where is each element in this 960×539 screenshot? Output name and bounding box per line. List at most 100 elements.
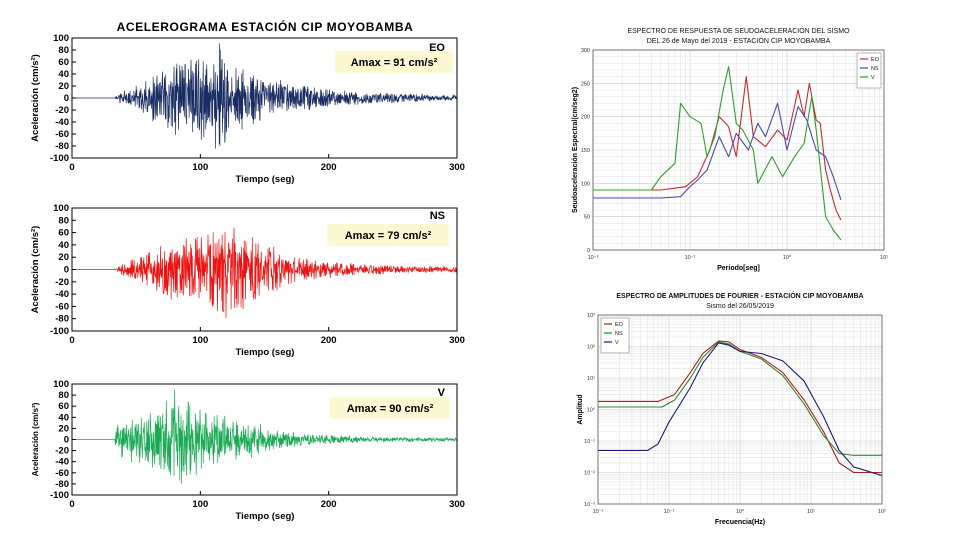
x-tick-label: 10⁰ — [736, 508, 745, 515]
amax-label: Amax = 79 cm/s² — [345, 230, 432, 242]
accel-trace-ns — [72, 227, 458, 319]
y-tick-label: -40 — [55, 117, 69, 128]
x-tick-label: 10⁻¹ — [685, 255, 696, 261]
y-tick-label: 10⁻² — [584, 471, 595, 477]
y-tick-label: -80 — [55, 141, 69, 152]
amax-box — [330, 397, 450, 419]
legend-label: EO — [871, 57, 880, 63]
x-tick-label: 10⁻² — [593, 509, 604, 515]
series-line-v — [593, 66, 842, 241]
component-label: EO — [429, 42, 445, 54]
chart-title: ESPECTRO DE AMPLITUDES DE FOURIER - ESTA… — [616, 291, 863, 300]
y-tick-label: -60 — [55, 301, 69, 312]
legend-label: EO — [615, 322, 624, 328]
x-tick-label: 0 — [69, 499, 74, 510]
y-tick-label: -80 — [55, 479, 69, 490]
y-tick-label: 200 — [581, 115, 590, 121]
y-tick-label: 10³ — [587, 313, 595, 319]
y-tick-label: -20 — [55, 277, 69, 288]
accel-trace-v — [72, 389, 458, 484]
x-tick-label: 10⁻² — [588, 255, 599, 261]
y-tick-label: 60 — [58, 228, 69, 239]
y-tick-label: -20 — [55, 446, 69, 457]
y-tick-label: 40 — [58, 240, 69, 251]
y-tick-label: 40 — [58, 69, 69, 80]
response-spectrum-chart: 10⁻² 10⁻¹ 10⁰ 10¹ 0 50 100 150 200 250 300 ESPECTRO… — [572, 26, 888, 272]
y-tick-label: -40 — [55, 289, 69, 300]
x-tick-label: 0 — [69, 162, 74, 173]
x-tick-label: 10⁻¹ — [664, 509, 675, 515]
accel-trace-eo — [72, 43, 458, 149]
amax-label: Amax = 91 cm/s² — [351, 57, 438, 69]
y-tick-label: 100 — [581, 181, 590, 187]
y-tick-label: 0 — [64, 93, 69, 104]
x-tick-label: 300 — [449, 499, 465, 510]
y-tick-label: 60 — [58, 401, 69, 412]
y-tick-label: 40 — [58, 412, 69, 423]
y-tick-label: 150 — [581, 148, 590, 154]
y-tick-label: 0 — [64, 265, 69, 276]
y-tick-label: 10² — [587, 345, 595, 351]
accelerogram-title: ACELEROGRAMA ESTACIÓN CIP MOYOBAMBA — [117, 19, 414, 34]
amax-box — [327, 224, 449, 246]
series-line-eo — [598, 340, 882, 474]
y-axis-label: Aceleración (cm/s²) — [31, 402, 40, 476]
y-tick-label: -80 — [55, 314, 69, 325]
y-tick-label: 10⁻¹ — [584, 439, 595, 445]
y-tick-label: -20 — [55, 105, 69, 116]
chart-subtitle: Sismo del 26/05/2019 — [706, 303, 774, 310]
legend-label: V — [871, 75, 875, 81]
x-tick-label: 200 — [321, 499, 337, 510]
x-tick-label: 0 — [69, 335, 74, 346]
y-axis-label: Aceleración (cm/s²) — [30, 226, 41, 314]
series-line-v — [598, 342, 883, 477]
fourier-spectrum-chart: 10⁻² 10⁻¹ 10⁰ 10¹ 10²10³10²10¹10⁰10⁻¹10⁻²10⁻… — [577, 291, 886, 526]
y-axis-label: Aceleración (cm/s²) — [30, 54, 41, 142]
y-tick-label: 80 — [58, 45, 69, 56]
x-tick-label: 300 — [449, 162, 465, 173]
component-label: NS — [430, 210, 445, 222]
amax-box — [335, 51, 453, 73]
y-tick-label: 100 — [53, 379, 69, 390]
y-tick-label: 20 — [58, 81, 69, 92]
x-tick-label: 100 — [192, 499, 208, 510]
x-tick-label: 200 — [321, 162, 337, 173]
y-tick-label: 100 — [53, 33, 69, 44]
series-line-eo — [593, 76, 842, 221]
y-tick-label: 0 — [64, 435, 69, 446]
legend-label: NS — [871, 66, 879, 72]
x-tick-label: 100 — [192, 335, 208, 346]
series-line-ns — [593, 102, 842, 201]
y-tick-label: 0 — [587, 248, 590, 254]
amax-label: Amax = 90 cm/s² — [347, 403, 434, 415]
y-tick-label: 20 — [58, 252, 69, 263]
x-tick-label: 10¹ — [807, 509, 815, 515]
y-tick-label: 20 — [58, 423, 69, 434]
x-tick-label: 100 — [192, 162, 208, 173]
plot-frame — [597, 314, 883, 505]
y-tick-label: 60 — [58, 57, 69, 68]
x-tick-label: 10¹ — [880, 255, 888, 261]
y-tick-label: 10⁰ — [587, 407, 596, 414]
y-tick-label: -100 — [50, 490, 69, 501]
legend-label: V — [615, 340, 619, 346]
x-axis-label: Tiempo (seg) — [236, 174, 295, 185]
y-tick-label: 50 — [584, 215, 590, 221]
y-tick-label: -60 — [55, 129, 69, 140]
x-axis-label: Tiempo (seg) — [236, 511, 295, 522]
y-tick-label: 250 — [581, 81, 590, 87]
x-tick-label: 10² — [878, 509, 886, 515]
x-axis-label: Periodo[seg] — [717, 265, 760, 272]
y-tick-label: 80 — [58, 215, 69, 226]
x-tick-label: 200 — [321, 335, 337, 346]
chart-subtitle: DEL 26 de Mayo del 2019 - ESTACIÓN CIP M… — [647, 36, 831, 45]
plot-frame — [592, 49, 885, 251]
component-label: V — [438, 387, 446, 399]
y-tick-label: -100 — [50, 153, 69, 164]
y-tick-label: 80 — [58, 390, 69, 401]
x-axis-label: Frecuencia(Hz) — [715, 519, 765, 526]
y-tick-label: 10¹ — [587, 376, 595, 382]
